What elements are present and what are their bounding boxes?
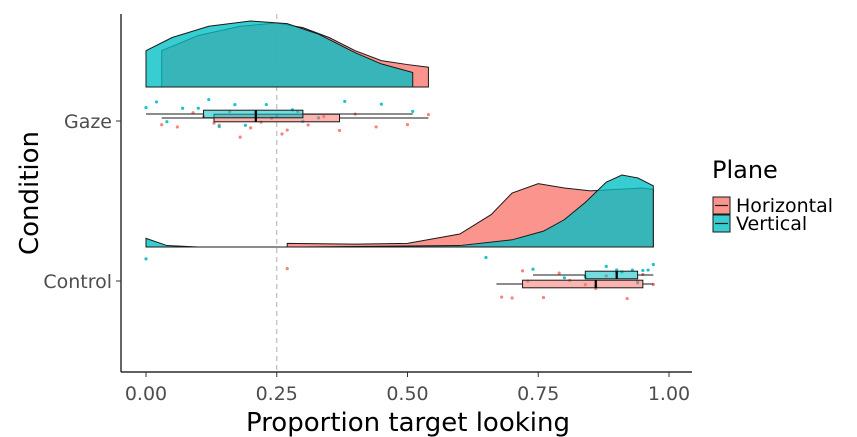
data-point-vertical-gaze-17 xyxy=(411,109,415,114)
data-point-vertical-gaze-16 xyxy=(379,102,383,106)
data-point-vertical-gaze-2 xyxy=(165,120,169,124)
data-point-vertical-gaze-4 xyxy=(196,106,200,110)
x-axis-title: Proportion target looking xyxy=(246,408,570,437)
data-point-horizontal-gaze-1 xyxy=(175,125,179,129)
data-point-horizontal-control-2 xyxy=(510,296,514,300)
data-point-horizontal-control-1 xyxy=(500,295,504,299)
data-point-vertical-control-1 xyxy=(484,255,488,260)
data-point-horizontal-gaze-11 xyxy=(280,132,284,136)
data-point-vertical-gaze-0 xyxy=(144,105,148,110)
data-point-horizontal-gaze-8 xyxy=(249,126,253,130)
data-point-vertical-control-12 xyxy=(646,268,650,272)
box-vertical-gaze xyxy=(203,109,304,119)
x-tick-label-0: 0.00 xyxy=(125,383,167,405)
data-point-horizontal-control-15 xyxy=(651,282,655,287)
data-point-vertical-gaze-1 xyxy=(154,100,159,104)
data-point-vertical-control-13 xyxy=(651,262,655,267)
data-point-horizontal-gaze-4 xyxy=(212,121,216,125)
data-point-horizontal-gaze-19 xyxy=(405,122,410,127)
data-point-horizontal-gaze-12 xyxy=(285,128,289,132)
axes: Proportion target looking Condition 0.00… xyxy=(15,14,692,437)
data-point-horizontal-control-6 xyxy=(557,271,561,275)
y-tick-label-gaze: Gaze xyxy=(64,111,112,133)
data-point-horizontal-control-14 xyxy=(641,272,645,277)
box-vertical-control xyxy=(584,270,639,280)
plot-area xyxy=(144,14,655,372)
data-point-horizontal-gaze-2 xyxy=(191,111,195,115)
y-tick-label-control: Control xyxy=(43,271,112,293)
data-point-vertical-gaze-8 xyxy=(243,123,247,127)
data-point-vertical-gaze-3 xyxy=(181,106,185,110)
data-point-vertical-control-0 xyxy=(144,257,148,261)
data-point-vertical-control-2 xyxy=(531,267,535,271)
data-point-horizontal-gaze-7 xyxy=(238,135,242,139)
data-point-vertical-gaze-5 xyxy=(207,97,211,102)
density-vertical-gaze xyxy=(145,20,414,88)
data-point-vertical-gaze-10 xyxy=(264,102,268,107)
data-point-horizontal-gaze-0 xyxy=(160,123,164,127)
x-tick-label-1: 0.25 xyxy=(256,383,298,405)
data-point-horizontal-gaze-18 xyxy=(374,125,378,129)
legend-label-horizontal: Horizontal xyxy=(736,195,833,217)
data-point-vertical-gaze-7 xyxy=(233,103,237,107)
data-point-vertical-control-6 xyxy=(604,264,608,268)
x-tick-label-2: 0.50 xyxy=(386,383,428,405)
data-point-horizontal-gaze-14 xyxy=(306,123,310,127)
data-point-vertical-gaze-15 xyxy=(343,99,347,103)
data-point-horizontal-control-5 xyxy=(541,295,546,300)
x-tick-label-4: 1.00 xyxy=(648,383,690,405)
legend-title: Plane xyxy=(712,156,778,184)
data-point-vertical-control-11 xyxy=(641,268,645,273)
data-point-horizontal-gaze-20 xyxy=(426,113,431,117)
data-point-horizontal-control-12 xyxy=(625,296,629,301)
data-point-horizontal-control-0 xyxy=(285,267,289,271)
legend-label-vertical: Vertical xyxy=(736,213,807,235)
density-vertical-control xyxy=(145,174,654,248)
x-tick-label-3: 0.75 xyxy=(517,383,559,405)
box-horizontal-control xyxy=(522,279,644,289)
data-point-horizontal-gaze-16 xyxy=(337,128,342,133)
data-point-vertical-gaze-6 xyxy=(217,125,221,129)
data-point-horizontal-control-3 xyxy=(520,269,525,273)
y-axis-title: Condition xyxy=(15,131,45,255)
data-point-vertical-control-3 xyxy=(562,276,567,280)
